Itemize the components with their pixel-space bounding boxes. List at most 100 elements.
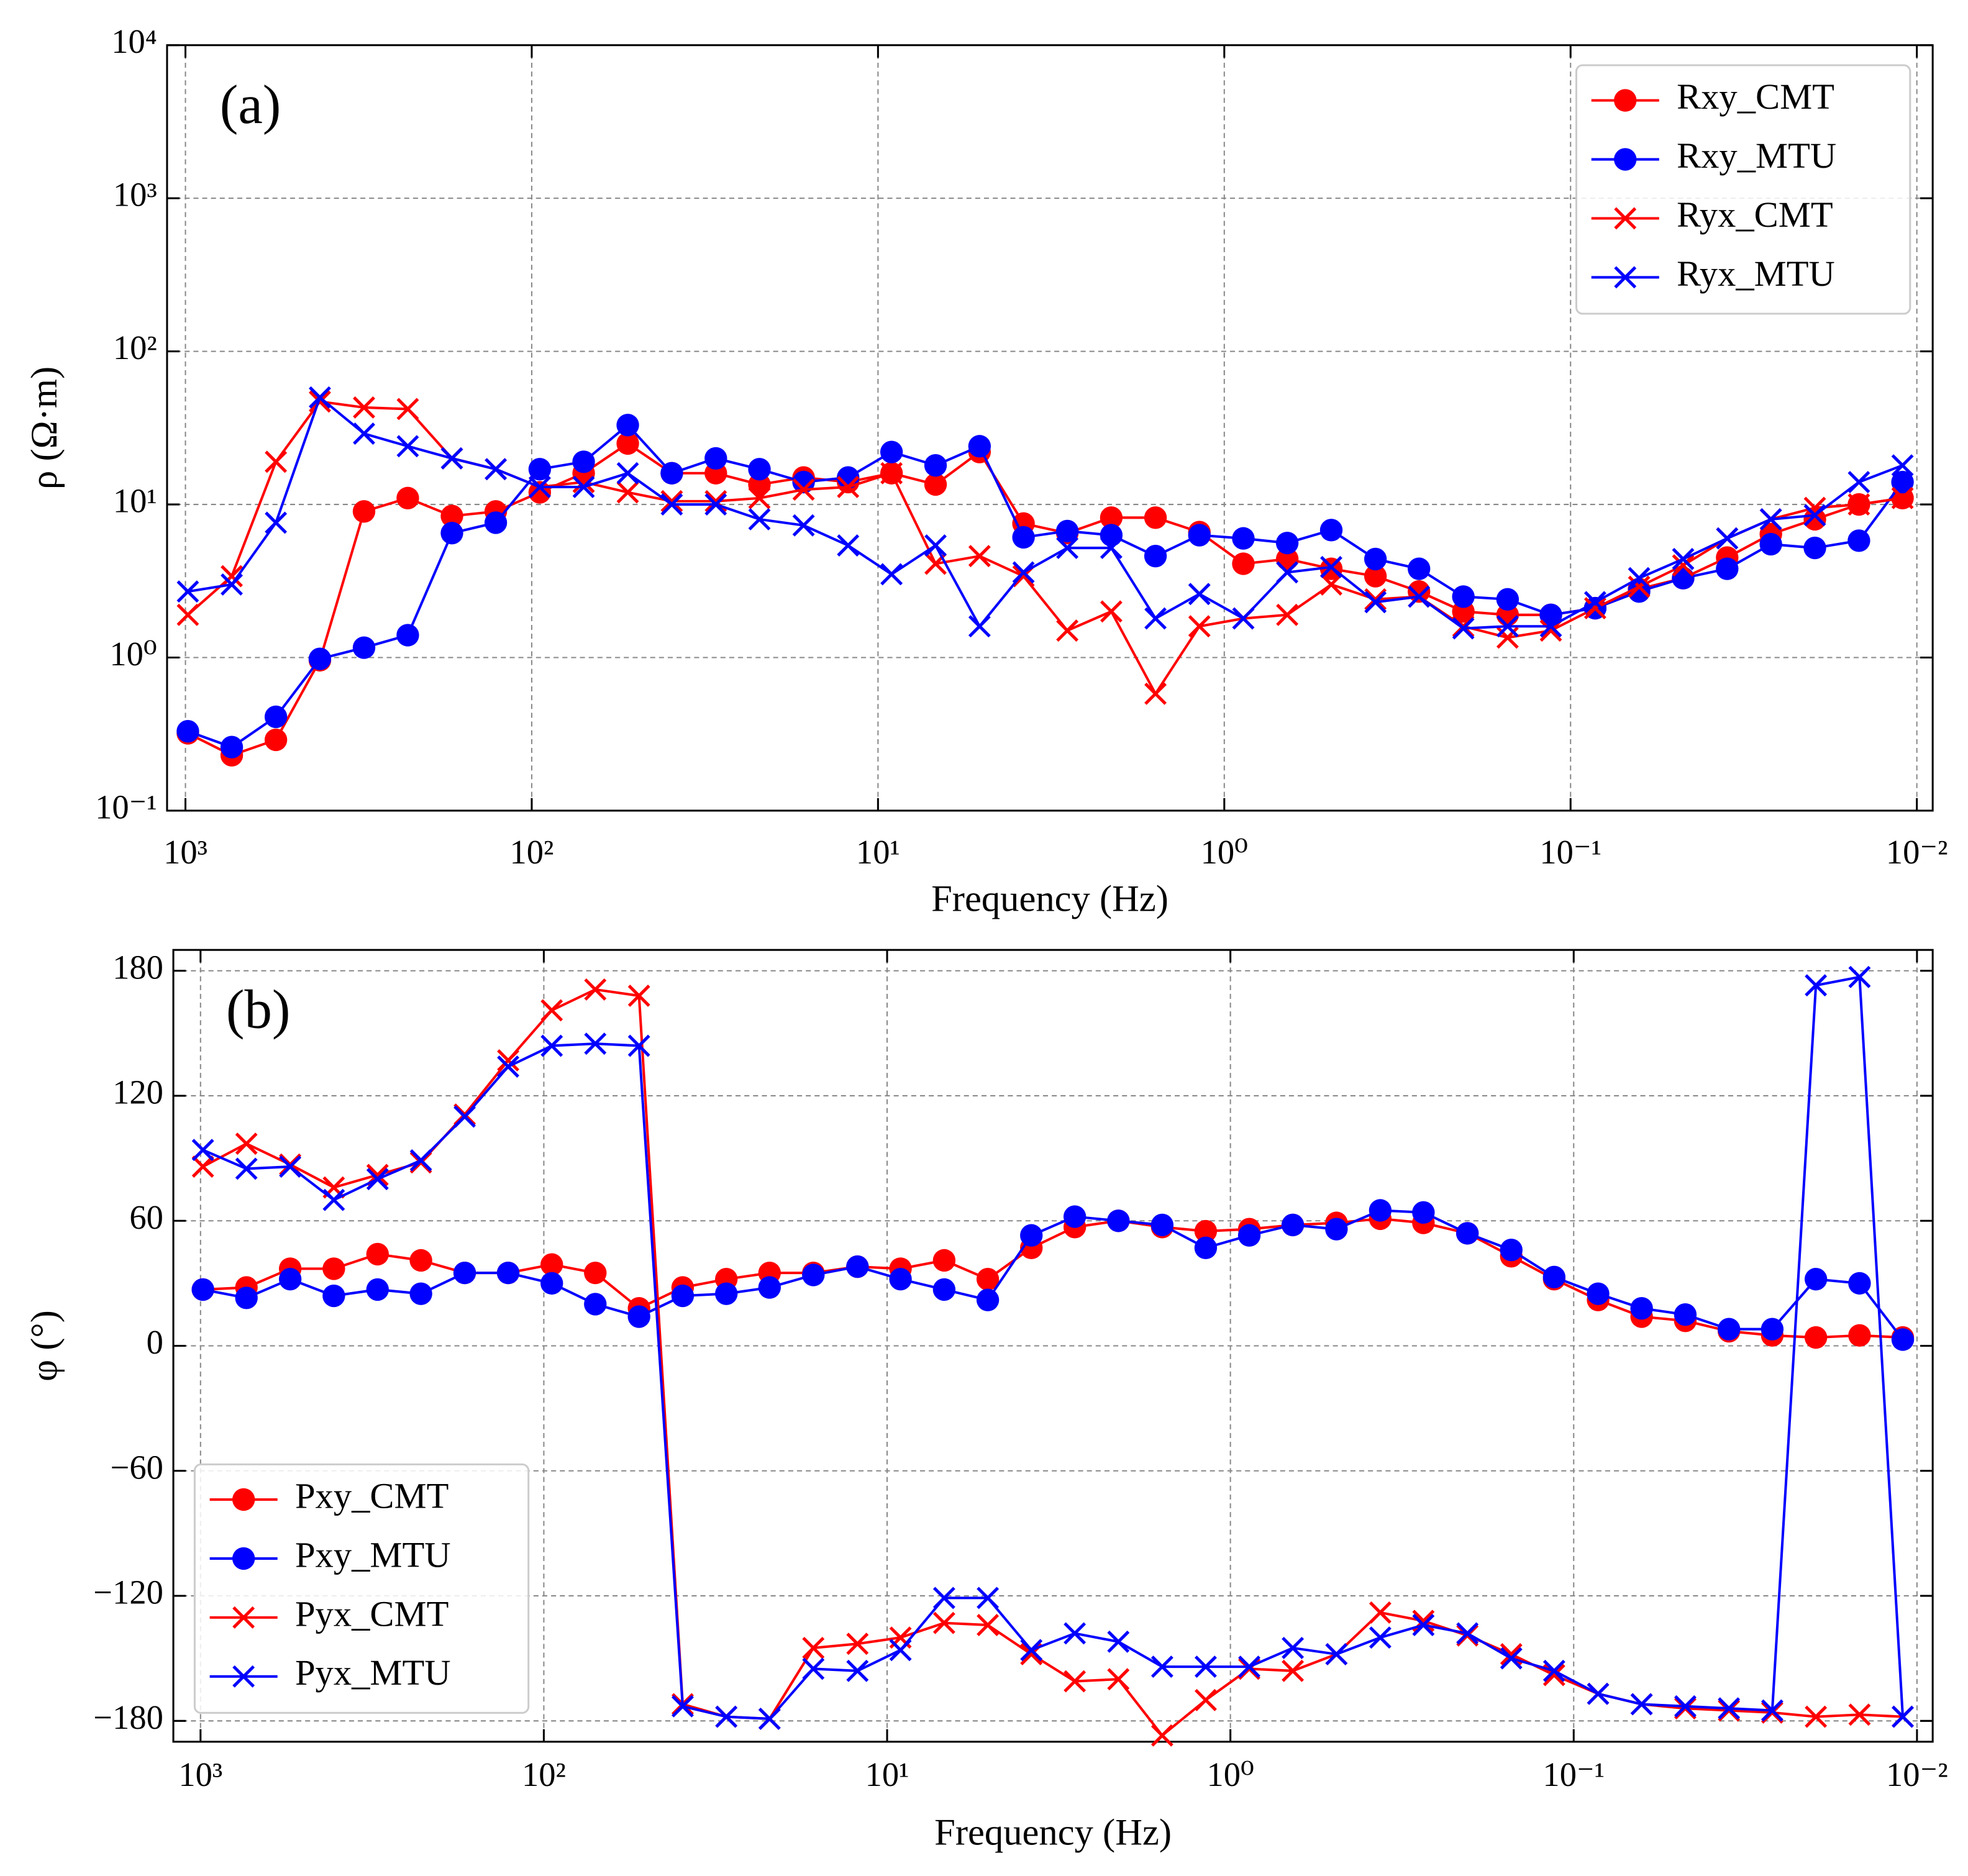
marker	[758, 1276, 781, 1299]
marker	[440, 504, 463, 527]
marker	[572, 476, 595, 498]
marker	[1408, 585, 1431, 608]
legend-label: Ryx_CMT	[1677, 194, 1833, 235]
marker	[748, 486, 771, 509]
marker	[1848, 1703, 1871, 1726]
marker	[1188, 524, 1211, 547]
marker	[758, 1708, 781, 1730]
marker	[1803, 496, 1826, 519]
marker	[1803, 508, 1826, 531]
marker	[278, 1268, 302, 1291]
marker	[1630, 1296, 1653, 1320]
marker	[616, 414, 639, 437]
marker	[1891, 454, 1914, 477]
marker	[1150, 1655, 1173, 1678]
marker	[366, 1168, 389, 1191]
marker	[1282, 1659, 1305, 1682]
marker	[1674, 1303, 1697, 1326]
marker	[497, 1049, 519, 1072]
marker	[265, 450, 288, 473]
marker	[528, 458, 552, 481]
marker	[528, 476, 551, 498]
series-line	[202, 975, 1905, 1721]
marker	[1630, 1693, 1653, 1716]
marker	[309, 386, 331, 409]
marker	[672, 1695, 694, 1718]
marker	[1369, 1626, 1392, 1649]
marker	[484, 511, 508, 534]
legend-marker	[1614, 148, 1637, 171]
marker	[409, 1149, 432, 1172]
marker	[584, 1293, 607, 1316]
x-tick-label: 10⁰	[1206, 1755, 1254, 1793]
y-tick-label: −180	[93, 1698, 163, 1736]
marker	[1232, 552, 1255, 575]
marker	[1891, 470, 1914, 494]
marker	[1759, 508, 1782, 530]
marker	[485, 458, 508, 481]
marker	[627, 1034, 650, 1057]
marker	[1717, 1318, 1741, 1341]
legend-label: Pyx_MTU	[295, 1652, 451, 1693]
marker	[497, 1055, 519, 1078]
marker	[627, 1305, 650, 1328]
marker	[748, 458, 771, 481]
marker	[1150, 1724, 1173, 1747]
marker	[1238, 1655, 1261, 1678]
marker	[715, 1705, 738, 1728]
marker	[1412, 1201, 1435, 1224]
y-tick-label: 10²	[113, 329, 157, 367]
marker	[191, 1139, 214, 1162]
marker	[1325, 1643, 1348, 1665]
marker	[1369, 1199, 1392, 1222]
marker	[1408, 557, 1431, 580]
marker	[1194, 1688, 1217, 1711]
marker	[1412, 1614, 1435, 1636]
marker	[366, 1242, 389, 1266]
y-axis-label: ρ (Ω·m)	[24, 367, 65, 489]
marker	[1100, 600, 1123, 623]
marker	[409, 1249, 432, 1272]
marker	[366, 1278, 389, 1301]
marker	[1064, 1622, 1086, 1645]
marker	[540, 1253, 563, 1276]
marker	[1275, 531, 1299, 555]
x-tick-label: 10¹	[865, 1755, 909, 1793]
marker	[976, 1288, 1000, 1311]
series-line	[188, 395, 1903, 630]
legend-label: Rxy_CMT	[1677, 76, 1834, 117]
marker	[1056, 619, 1079, 642]
marker	[792, 514, 815, 537]
marker	[660, 489, 683, 512]
y-tick-label: 180	[112, 948, 163, 986]
marker	[1496, 588, 1519, 611]
marker	[837, 534, 860, 557]
marker	[1020, 1224, 1043, 1247]
legend-label: Pxy_MTU	[295, 1534, 451, 1575]
marker	[1848, 1272, 1871, 1295]
marker	[932, 1278, 956, 1301]
marker	[846, 1659, 869, 1682]
marker	[1891, 486, 1914, 509]
legend-label: Ryx_MTU	[1677, 253, 1835, 294]
marker	[1848, 1324, 1871, 1347]
marker	[1804, 1326, 1828, 1349]
marker	[572, 471, 595, 493]
marker	[660, 462, 683, 485]
marker	[880, 440, 903, 463]
marker	[792, 470, 815, 494]
marker	[1319, 519, 1343, 542]
marker	[1100, 537, 1123, 560]
x-tick-label: 10²	[510, 833, 554, 871]
marker	[1761, 1699, 1784, 1722]
marker	[1194, 1219, 1218, 1243]
marker	[802, 1657, 825, 1680]
y-tick-label: −120	[93, 1573, 163, 1611]
marker	[1761, 1318, 1784, 1341]
marker	[1718, 1697, 1741, 1720]
marker	[880, 563, 903, 586]
marker	[616, 462, 639, 485]
legend-marker	[232, 1606, 255, 1629]
marker	[279, 1155, 302, 1178]
marker	[1847, 493, 1870, 516]
